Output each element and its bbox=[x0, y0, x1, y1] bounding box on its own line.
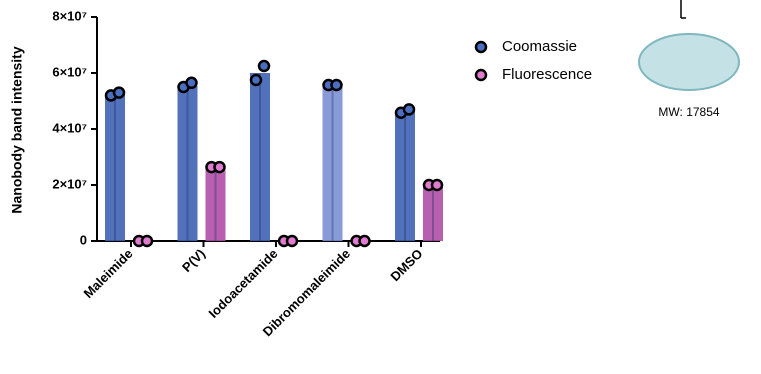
legend-label: Coomassie bbox=[502, 38, 577, 55]
legend-marker bbox=[476, 42, 486, 52]
y-tick-label: 6×10⁷ bbox=[52, 64, 87, 79]
legend-label: Fluorescence bbox=[502, 66, 592, 83]
x-tick-label: Maleimide bbox=[80, 246, 135, 301]
mw-label: MW: 17854 bbox=[658, 105, 719, 119]
x-tick-label: P(V) bbox=[179, 246, 208, 275]
data-point bbox=[287, 236, 297, 246]
x-tick-label: Iodoacetamide bbox=[206, 246, 281, 321]
legend-marker bbox=[476, 70, 486, 80]
data-point bbox=[187, 78, 197, 88]
data-point bbox=[360, 236, 370, 246]
data-point bbox=[259, 61, 269, 71]
y-axis-title: Nanobody band intensity bbox=[9, 46, 25, 213]
y-tick-label: 2×10⁷ bbox=[52, 176, 87, 191]
y-tick-label: 8×10⁷ bbox=[52, 8, 87, 23]
data-point bbox=[432, 180, 442, 190]
data-point bbox=[251, 75, 261, 85]
chart: Nanobody band intensity MW: 17854 0 2×10⁷… bbox=[0, 0, 761, 374]
data-point bbox=[142, 236, 152, 246]
data-point bbox=[114, 88, 124, 98]
data-point bbox=[404, 104, 414, 114]
y-tick-label: 0 bbox=[80, 232, 87, 247]
y-tick-label: 4×10⁷ bbox=[52, 120, 87, 135]
x-tick-label: DMSO bbox=[387, 246, 425, 284]
data-point bbox=[332, 80, 342, 90]
data-point bbox=[215, 162, 225, 172]
protein-shape bbox=[639, 34, 739, 90]
